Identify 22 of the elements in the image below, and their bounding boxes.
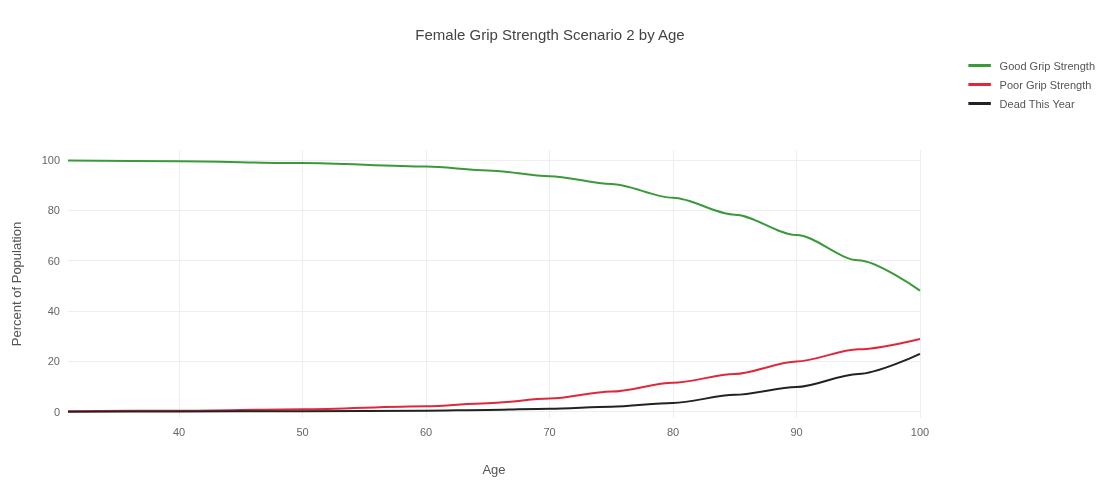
y-axis-title: Percent of Population bbox=[9, 221, 24, 347]
x-tick-label: 40 bbox=[173, 425, 186, 438]
y-tick-label: 20 bbox=[47, 355, 60, 368]
legend-label: Good Grip Strength bbox=[999, 59, 1096, 72]
line-series bbox=[67, 337, 921, 413]
chart-title: Female Grip Strength Scenario 2 by Age bbox=[415, 26, 685, 43]
legend-label: Poor Grip Strength bbox=[999, 78, 1092, 91]
legend-label: Dead This Year bbox=[999, 97, 1075, 110]
y-tick-label: 80 bbox=[47, 204, 60, 217]
x-tick-label: 70 bbox=[543, 425, 556, 438]
y-tick-label: 0 bbox=[53, 405, 60, 418]
y-tick-label: 100 bbox=[41, 154, 60, 167]
x-tick-label: 60 bbox=[419, 425, 433, 438]
x-axis-title: Age bbox=[482, 462, 506, 477]
y-tick-label: 40 bbox=[47, 305, 60, 318]
x-tick-label: 90 bbox=[790, 425, 803, 438]
x-tick-label: 50 bbox=[296, 425, 309, 438]
line-series bbox=[67, 159, 921, 292]
line-series bbox=[67, 352, 921, 413]
y-tick-label: 60 bbox=[47, 254, 60, 267]
x-tick-label: 80 bbox=[666, 425, 680, 438]
x-tick-label: 100 bbox=[910, 425, 930, 438]
